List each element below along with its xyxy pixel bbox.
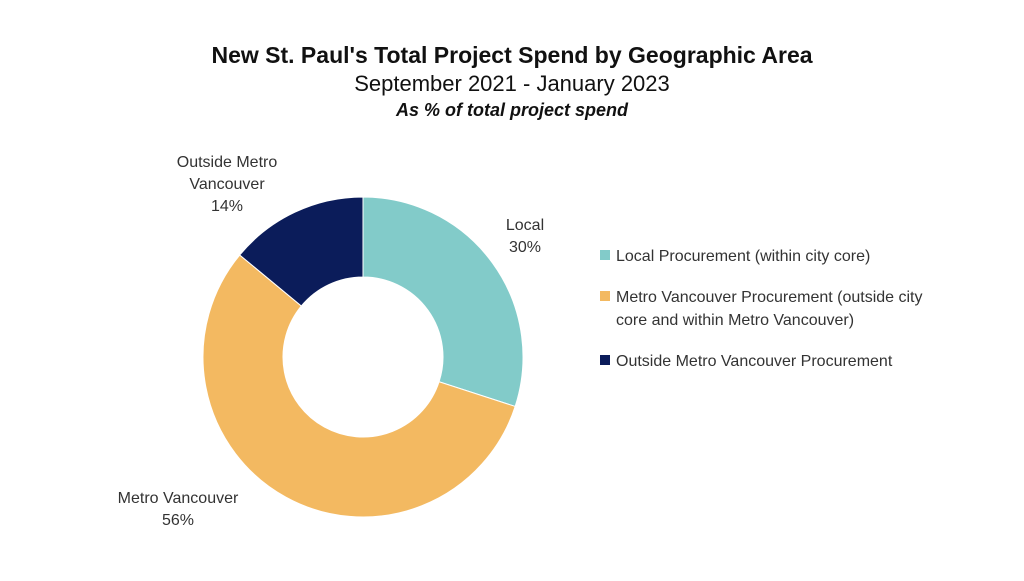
legend-item-local: Local Procurement (within city core) [600,245,1000,268]
legend-swatch-local [600,250,610,260]
data-label-outside-metro-vancouver: Outside Metro Vancouver 14% [177,154,278,215]
chart-title: New St. Paul's Total Project Spend by Ge… [211,42,813,68]
data-label-local: Local 30% [506,217,544,256]
data-label-metro-vancouver: Metro Vancouver 56% [118,490,239,529]
legend-item-metro-vancouver: Metro Vancouver Procurement (outside cit… [600,286,1000,332]
chart-note: As % of total project spend [395,100,629,120]
legend-swatch-metro-vancouver [600,291,610,301]
slice-outside-metro-vancouver [239,196,364,307]
chart-subtitle: September 2021 - January 2023 [354,71,670,96]
slice-local [362,196,524,408]
legend-swatch-outside-metro [600,355,610,365]
chart-titles: New St. Paul's Total Project Spend by Ge… [0,40,1024,122]
legend: Local Procurement (within city core) Met… [600,245,1000,391]
legend-label-metro-vancouver: Metro Vancouver Procurement (outside cit… [616,289,923,329]
legend-label-local: Local Procurement (within city core) [616,248,871,265]
legend-item-outside-metro: Outside Metro Vancouver Procurement [600,350,1000,373]
legend-label-outside-metro: Outside Metro Vancouver Procurement [616,353,893,370]
slice-metro-vancouver [202,254,516,518]
